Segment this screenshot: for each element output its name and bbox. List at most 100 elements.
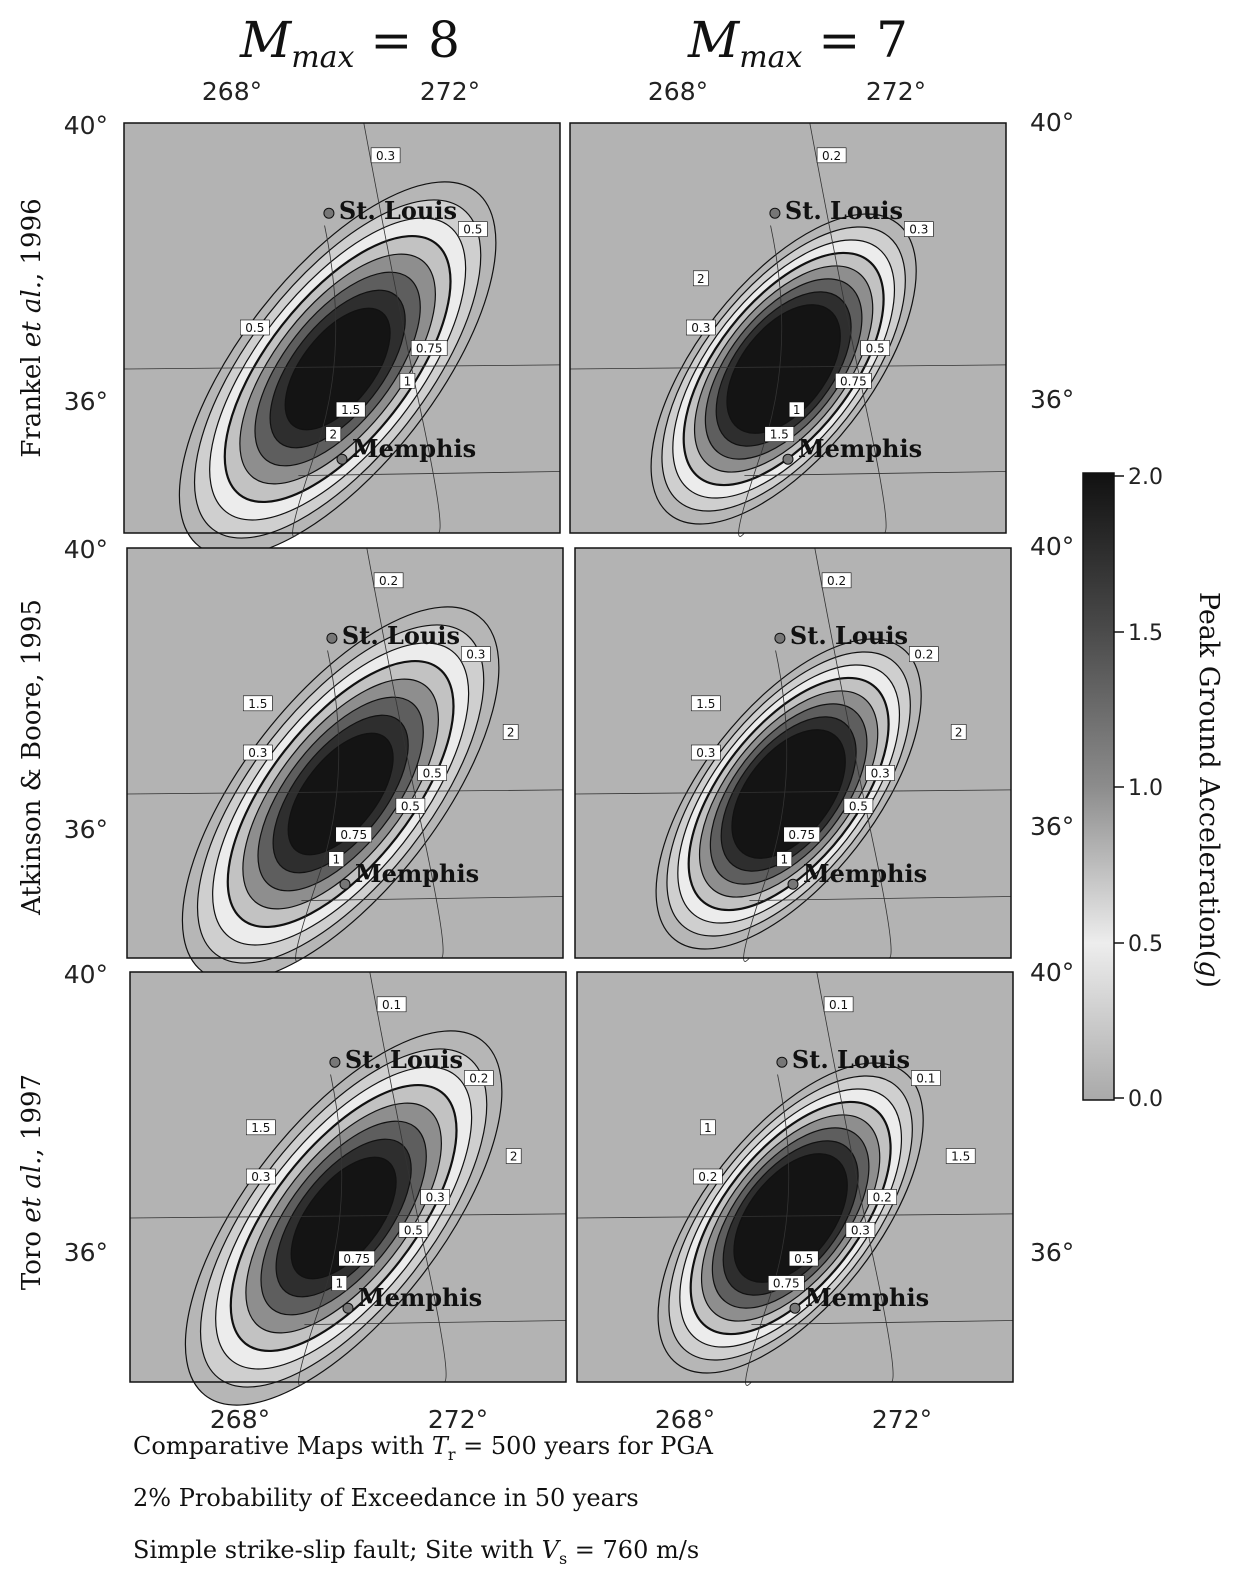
contour-label: 1 bbox=[404, 374, 412, 388]
contour-label: 0.2 bbox=[873, 1191, 892, 1205]
contour-label: 1 bbox=[793, 403, 801, 417]
row-label-atkinson-boore: Atkinson & Boore, 1995 bbox=[17, 599, 47, 916]
contour-label-box bbox=[835, 372, 872, 389]
colorbar-tick-0-0: 0.0 bbox=[1128, 1087, 1163, 1112]
contour-label: 0.2 bbox=[827, 574, 846, 588]
city-label-st-louis: St. Louis bbox=[785, 196, 903, 225]
contour-label-box bbox=[845, 1222, 876, 1238]
city-marker-st-louis bbox=[323, 207, 335, 219]
contour-label: 0.2 bbox=[379, 574, 398, 588]
contour-label-box bbox=[331, 1275, 348, 1291]
lat-tick-40-row3: 40° bbox=[64, 960, 108, 989]
contour-label: 1.5 bbox=[951, 1150, 970, 1164]
contour-label: 0.1 bbox=[829, 998, 848, 1012]
contour-label-box bbox=[843, 797, 874, 814]
city-label-st-louis: St. Louis bbox=[345, 1045, 463, 1074]
contour-label: 1.5 bbox=[770, 428, 789, 442]
contour-label-box bbox=[463, 1070, 494, 1086]
contour-label: 1 bbox=[780, 853, 788, 867]
city-label-memphis: Memphis bbox=[805, 1283, 929, 1312]
right-lat-tick-40-row2: 40° bbox=[1030, 532, 1074, 561]
column-title-mmax8: Mmax = 8 bbox=[239, 11, 460, 75]
colorbar-tick-1-0: 1.0 bbox=[1128, 776, 1163, 801]
contour-label: 2 bbox=[329, 428, 337, 442]
contour-label: 0.3 bbox=[248, 746, 267, 760]
contour-label-box bbox=[457, 221, 488, 237]
contour-label-box bbox=[823, 996, 854, 1013]
bottom-lon-tick-268-left: 268° bbox=[210, 1405, 270, 1434]
city-label-st-louis: St. Louis bbox=[339, 196, 457, 225]
colorbar-tick-0-5: 0.5 bbox=[1128, 932, 1163, 957]
city-marker-st-louis bbox=[326, 632, 338, 644]
contour-label: 0.3 bbox=[376, 149, 395, 163]
lat-tick-36-row1: 36° bbox=[64, 387, 108, 416]
contour-label: 0.3 bbox=[466, 648, 485, 662]
contour-label: 0.3 bbox=[251, 1170, 270, 1184]
contour-label-box bbox=[950, 724, 967, 740]
lat-tick-40-row2: 40° bbox=[64, 535, 108, 564]
city-marker-memphis bbox=[342, 1302, 354, 1314]
contour-label-box bbox=[767, 1275, 805, 1291]
contour-label-box bbox=[816, 147, 847, 164]
caption-line-2: 2% Probability of Exceedance in 50 years bbox=[133, 1484, 639, 1512]
lat-tick-36-row3: 36° bbox=[64, 1238, 108, 1267]
right-lat-tick-40-row1: 40° bbox=[1030, 108, 1074, 137]
city-label-memphis: Memphis bbox=[358, 1283, 482, 1312]
contour-label: 0.5 bbox=[401, 799, 420, 813]
right-lat-tick-36-row2: 36° bbox=[1030, 812, 1074, 841]
contour-label: 0.75 bbox=[343, 1252, 370, 1266]
contour-label-box bbox=[867, 1189, 898, 1205]
contour-label-box bbox=[692, 270, 709, 287]
bottom-lon-tick-268-right: 268° bbox=[655, 1405, 715, 1434]
contour-label-box bbox=[376, 996, 407, 1013]
colorbar: 2.0 1.5 1.0 0.5 0.0 Peak Ground Accelera… bbox=[1082, 465, 1224, 1112]
city-label-memphis: Memphis bbox=[352, 434, 476, 463]
contour-label: 0.75 bbox=[416, 342, 443, 356]
top-lon-tick-272-right: 272° bbox=[866, 77, 926, 106]
city-marker-memphis bbox=[782, 453, 794, 465]
map-panel-4: St. Louis Memphis 0.2 0.2 0.3 0.3 0.5 0.751 1.5 2 bbox=[574, 547, 1012, 962]
contour-label: 1.5 bbox=[696, 697, 715, 711]
contour-label: 0.2 bbox=[914, 648, 933, 662]
contour-label: 0.3 bbox=[909, 223, 928, 237]
colorbar-label: Peak Ground Acceleration(g) bbox=[1193, 592, 1224, 988]
contour-label: 1 bbox=[332, 853, 340, 867]
contour-label-box bbox=[243, 695, 273, 712]
contour-label-box bbox=[410, 340, 448, 356]
contour-label-box bbox=[865, 765, 896, 781]
city-label-memphis: Memphis bbox=[803, 859, 927, 888]
bottom-lon-tick-272-right: 272° bbox=[872, 1405, 932, 1434]
top-lon-tick-272-left: 272° bbox=[420, 77, 480, 106]
contour-label: 2 bbox=[510, 1150, 518, 1164]
right-lat-tick-40-row3: 40° bbox=[1030, 958, 1074, 987]
contour-label-box bbox=[243, 744, 273, 761]
contour-label-box bbox=[903, 221, 934, 237]
contour-label-box bbox=[692, 1168, 723, 1185]
contour-label: 2 bbox=[697, 272, 705, 286]
map-panel-2: St. Louis Memphis 0.2 0.3 0.3 0.5 0.75 1 1.5 2 bbox=[569, 122, 1007, 537]
city-marker-memphis bbox=[787, 878, 799, 890]
contour-label: 0.1 bbox=[382, 998, 401, 1012]
contour-label: 0.75 bbox=[840, 374, 867, 388]
contour-label-box bbox=[246, 1168, 276, 1185]
contour-label: 0.5 bbox=[849, 799, 868, 813]
contour-label-box bbox=[240, 319, 270, 336]
contour-label: 1 bbox=[335, 1277, 343, 1291]
contour-label: 0.2 bbox=[698, 1170, 717, 1184]
city-marker-memphis bbox=[789, 1302, 801, 1314]
city-label-memphis: Memphis bbox=[355, 859, 479, 888]
contour-label: 0.75 bbox=[340, 828, 367, 842]
contour-label-box bbox=[246, 1119, 276, 1136]
contour-label: 0.5 bbox=[245, 321, 264, 335]
top-lon-tick-268-left: 268° bbox=[202, 77, 262, 106]
contour-label-box bbox=[335, 826, 373, 843]
city-label-st-louis: St. Louis bbox=[792, 1045, 910, 1074]
contour-label-box bbox=[417, 765, 448, 781]
contour-label-box bbox=[788, 401, 805, 418]
contour-label: 1.5 bbox=[341, 403, 360, 417]
contour-label-box bbox=[690, 695, 721, 712]
contour-label: 0.1 bbox=[916, 1072, 935, 1086]
contour-label: 0.2 bbox=[822, 149, 841, 163]
colorbar-tick-2-0: 2.0 bbox=[1128, 465, 1163, 490]
contour-label: 0.3 bbox=[691, 321, 710, 335]
